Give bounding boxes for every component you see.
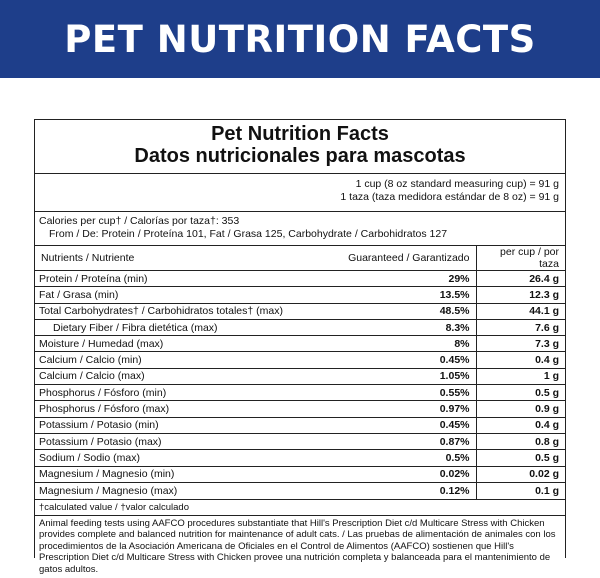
- panel-title-block: Pet Nutrition Facts Datos nutricionales …: [35, 120, 565, 173]
- nutrient-per-cup: 26.4 g: [475, 269, 565, 287]
- nutrient-name: Sodium / Sodio (max): [35, 449, 316, 467]
- nutrient-guaranteed: 8%: [316, 335, 476, 352]
- nutrient-name: Moisture / Humedad (max): [35, 335, 316, 352]
- header-nutrients: Nutrients / Nutriente: [35, 245, 316, 271]
- nutrient-per-cup: 0.8 g: [475, 432, 565, 450]
- nutrient-per-cup: 0.02 g: [475, 465, 565, 483]
- table-row: Moisture / Humedad (max) 8% 7.3 g: [35, 335, 565, 352]
- nutrient-per-cup: 12.3 g: [475, 286, 565, 304]
- nutrient-guaranteed: 0.02%: [316, 465, 476, 483]
- table-row: Magnesium / Magnesio (min) 0.02% 0.02 g: [35, 465, 565, 483]
- panel-title-spanish: Datos nutricionales para mascotas: [134, 145, 466, 167]
- nutrient-per-cup: 7.6 g: [475, 318, 565, 336]
- table-row: Total Carbohydrates† / Carbohidratos tot…: [35, 302, 565, 320]
- nutrient-name: Potassium / Potasio (max): [35, 432, 316, 450]
- table-row: Calcium / Calcio (min) 0.45% 0.4 g: [35, 351, 565, 369]
- table-row: Calcium / Calcio (max) 1.05% 1 g: [35, 367, 565, 385]
- nutrient-per-cup: 0.9 g: [475, 400, 565, 418]
- nutrient-guaranteed: 0.12%: [316, 481, 476, 499]
- nutrition-facts-panel: Pet Nutrition Facts Datos nutricionales …: [34, 119, 566, 575]
- nutrient-table-header: Nutrients / Nutriente Guaranteed / Garan…: [35, 245, 565, 271]
- nutrient-guaranteed: 29%: [316, 269, 476, 287]
- nutrient-guaranteed: 8.3%: [316, 318, 476, 336]
- nutrient-guaranteed: 0.55%: [316, 384, 476, 401]
- table-row: Magnesium / Magnesio (max) 0.12% 0.1 g: [35, 481, 565, 499]
- nutrient-name: Calcium / Calcio (max): [35, 367, 316, 385]
- table-row: Fat / Grasa (min) 13.5% 12.3 g: [35, 286, 565, 304]
- nutrient-name: Magnesium / Magnesio (max): [35, 481, 316, 499]
- table-row: Phosphorus / Fósforo (min) 0.55% 0.5 g: [35, 384, 565, 401]
- nutrient-per-cup: 0.5 g: [475, 449, 565, 467]
- nutrient-guaranteed: 1.05%: [316, 367, 476, 385]
- nutrient-per-cup: 0.4 g: [475, 416, 565, 434]
- nutrient-name: Total Carbohydrates† / Carbohidratos tot…: [35, 302, 316, 320]
- nutrient-name: Fat / Grasa (min): [35, 286, 316, 304]
- table-row: Sodium / Sodio (max) 0.5% 0.5 g: [35, 449, 565, 467]
- nutrient-per-cup: 1 g: [475, 367, 565, 385]
- nutrient-name: Protein / Proteína (min): [35, 269, 316, 287]
- nutrient-per-cup: 0.4 g: [475, 351, 565, 369]
- calories-breakdown: From / De: Protein / Proteína 101, Fat /…: [49, 227, 448, 240]
- nutrient-per-cup: 0.5 g: [475, 384, 565, 401]
- table-row: Potassium / Potasio (min) 0.45% 0.4 g: [35, 416, 565, 434]
- banner-title: PET NUTRITION FACTS: [64, 17, 536, 61]
- calories-section: Calories per cup† / Calorías por taza†: …: [35, 211, 565, 245]
- aafco-statement: Animal feeding tests using AAFCO procedu…: [35, 514, 565, 578]
- table-row: Phosphorus / Fósforo (max) 0.97% 0.9 g: [35, 400, 565, 418]
- nutrient-name: Dietary Fiber / Fibra dietética (max): [35, 318, 316, 336]
- calories-per-cup: Calories per cup† / Calorías por taza†: …: [39, 215, 240, 227]
- panel-title-english: Pet Nutrition Facts: [211, 123, 389, 145]
- nutrient-guaranteed: 0.97%: [316, 400, 476, 418]
- nutrient-guaranteed: 0.5%: [316, 449, 476, 467]
- serving-size-english: 1 cup (8 oz standard measuring cup) = 91…: [355, 178, 559, 190]
- nutrient-name: Potassium / Potasio (min): [35, 416, 316, 434]
- nutrient-per-cup: 44.1 g: [475, 302, 565, 320]
- nutrient-name: Phosphorus / Fósforo (min): [35, 384, 316, 401]
- nutrient-table: Nutrients / Nutriente Guaranteed / Garan…: [35, 245, 565, 499]
- nutrient-name: Magnesium / Magnesio (min): [35, 465, 316, 483]
- nutrient-name: Calcium / Calcio (min): [35, 351, 316, 369]
- nutrient-per-cup: 7.3 g: [475, 335, 565, 352]
- serving-size-spanish: 1 taza (taza medidora estándar de 8 oz) …: [340, 191, 559, 203]
- table-row: Protein / Proteína (min) 29% 26.4 g: [35, 269, 565, 287]
- nutrient-guaranteed: 13.5%: [316, 286, 476, 304]
- footnote: †calculated value / †valor calculado: [35, 498, 565, 515]
- nutrient-guaranteed: 48.5%: [316, 302, 476, 320]
- nutrient-guaranteed: 0.45%: [316, 351, 476, 369]
- serving-size: 1 cup (8 oz standard measuring cup) = 91…: [35, 173, 565, 211]
- nutrient-per-cup: 0.1 g: [475, 481, 565, 499]
- header-guaranteed: Guaranteed / Garantizado: [316, 245, 476, 271]
- nutrient-guaranteed: 0.45%: [316, 416, 476, 434]
- table-row: Potassium / Potasio (max) 0.87% 0.8 g: [35, 432, 565, 450]
- table-row: Dietary Fiber / Fibra dietética (max) 8.3…: [35, 318, 565, 336]
- header-per-cup: per cup / por taza: [475, 245, 565, 271]
- nutrient-name: Phosphorus / Fósforo (max): [35, 400, 316, 418]
- nutrient-guaranteed: 0.87%: [316, 432, 476, 450]
- header-banner: PET NUTRITION FACTS: [0, 0, 600, 78]
